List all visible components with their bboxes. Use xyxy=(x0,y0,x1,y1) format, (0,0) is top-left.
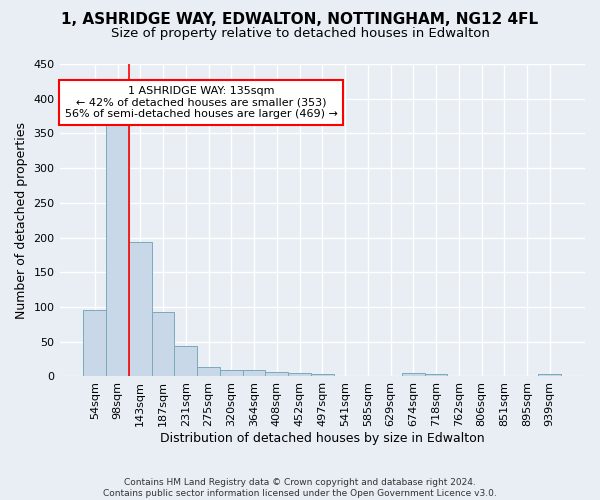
Bar xyxy=(288,373,311,376)
Bar xyxy=(538,374,561,376)
Bar xyxy=(83,310,106,376)
Bar xyxy=(402,373,425,376)
Text: Contains HM Land Registry data © Crown copyright and database right 2024.
Contai: Contains HM Land Registry data © Crown c… xyxy=(103,478,497,498)
Bar xyxy=(152,312,175,376)
Bar xyxy=(129,242,152,376)
Text: 1, ASHRIDGE WAY, EDWALTON, NOTTINGHAM, NG12 4FL: 1, ASHRIDGE WAY, EDWALTON, NOTTINGHAM, N… xyxy=(61,12,539,28)
Bar xyxy=(175,346,197,376)
Y-axis label: Number of detached properties: Number of detached properties xyxy=(15,122,28,318)
Bar xyxy=(265,372,288,376)
X-axis label: Distribution of detached houses by size in Edwalton: Distribution of detached houses by size … xyxy=(160,432,485,445)
Bar xyxy=(425,374,448,376)
Text: Size of property relative to detached houses in Edwalton: Size of property relative to detached ho… xyxy=(110,28,490,40)
Bar xyxy=(197,366,220,376)
Bar xyxy=(106,125,129,376)
Bar xyxy=(220,370,242,376)
Bar xyxy=(242,370,265,376)
Text: 1 ASHRIDGE WAY: 135sqm
← 42% of detached houses are smaller (353)
56% of semi-de: 1 ASHRIDGE WAY: 135sqm ← 42% of detached… xyxy=(65,86,338,119)
Bar xyxy=(311,374,334,376)
